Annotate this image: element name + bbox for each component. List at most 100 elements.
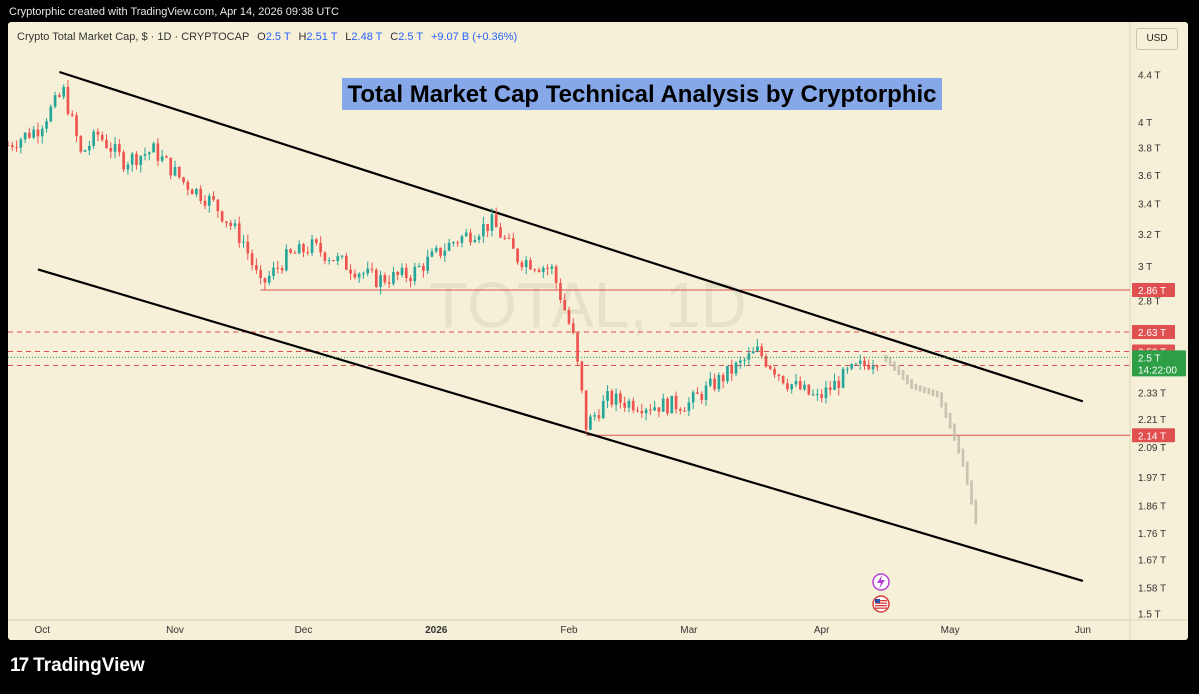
- tradingview-footer[interactable]: 17 TradingView: [10, 655, 145, 677]
- last-price-label: 2.5 T: [1138, 353, 1161, 364]
- candle-body: [96, 131, 100, 135]
- y-tick-label: 3 T: [1138, 262, 1152, 273]
- candle-body: [32, 129, 36, 138]
- candle-body: [186, 181, 190, 190]
- candle-body: [15, 147, 18, 149]
- candle-body: [790, 384, 794, 390]
- candle-body: [66, 86, 70, 115]
- candle-body: [353, 273, 357, 278]
- candle-body: [824, 387, 828, 399]
- x-tick-label: Jun: [1075, 625, 1091, 636]
- lightning-icon: [872, 573, 890, 591]
- candle-body: [379, 275, 382, 287]
- candle-body: [657, 407, 661, 412]
- price-chart[interactable]: TOTAL, 1D 4.4 T 4 T 3.8 T 3.6 T 3.4 T 3.2 T 3 T…: [8, 22, 1188, 640]
- candle-body: [349, 269, 352, 274]
- candle-body: [691, 392, 695, 403]
- level-label: 2.14 T: [1138, 431, 1166, 442]
- candle-body: [229, 222, 233, 226]
- candle-body: [430, 251, 434, 257]
- candle-body: [182, 177, 185, 182]
- candle-body: [811, 394, 815, 396]
- candle-body: [332, 260, 335, 262]
- candle-body: [567, 310, 571, 324]
- candle-body: [400, 267, 404, 275]
- candle-body: [773, 368, 776, 375]
- candle-body: [374, 269, 378, 287]
- candle-body: [362, 273, 365, 275]
- candle-body: [464, 232, 468, 237]
- candle-body: [246, 241, 250, 254]
- candle-body: [704, 385, 708, 400]
- y-tick-label: 2.33 T: [1138, 389, 1166, 400]
- candle-body: [130, 153, 134, 165]
- projection-bar: [957, 435, 961, 454]
- candle-body: [516, 248, 519, 263]
- currency-button[interactable]: USD: [1136, 28, 1178, 50]
- high-value: 2.51 T: [306, 31, 338, 43]
- candle-body: [726, 365, 729, 382]
- candle-body: [623, 402, 626, 408]
- candle-body: [135, 153, 138, 166]
- candle-body: [871, 366, 875, 370]
- candle-body: [798, 380, 802, 390]
- level-label: 2.86 T: [1138, 286, 1166, 297]
- chart-panel[interactable]: TOTAL, 1D 4.4 T 4 T 3.8 T 3.6 T 3.4 T 3.2 T 3 T…: [8, 22, 1188, 640]
- us-flag-icon: [872, 595, 890, 613]
- projection-bar: [923, 386, 926, 394]
- y-tick-label: 3.2 T: [1138, 230, 1161, 241]
- candle-body: [443, 250, 447, 256]
- last-price-label-bg: [1132, 350, 1186, 377]
- candle-body: [700, 393, 704, 400]
- projection-bar: [905, 374, 909, 385]
- y-tick-label: 1.67 T: [1138, 556, 1166, 567]
- candle-body: [627, 400, 631, 408]
- candle-body: [743, 359, 746, 361]
- candle-body: [75, 115, 78, 137]
- candle-body: [336, 256, 340, 262]
- high-label: H: [298, 31, 307, 43]
- candle-body: [263, 278, 267, 283]
- candle-body: [571, 323, 575, 333]
- candle-body: [58, 95, 61, 97]
- candle-body: [100, 134, 104, 140]
- candle-body: [708, 378, 712, 386]
- candle-body: [670, 395, 674, 414]
- candle-body: [88, 145, 91, 151]
- candle-body: [293, 252, 297, 254]
- candle-body: [315, 239, 318, 243]
- level-label-bg: [1132, 325, 1175, 340]
- candle-body: [610, 391, 614, 405]
- candle-body: [777, 374, 781, 376]
- candle-body: [302, 244, 305, 253]
- candle-body: [644, 409, 648, 414]
- candle-body: [344, 255, 348, 270]
- x-tick-label: Oct: [34, 625, 50, 636]
- candle-body: [619, 393, 622, 403]
- projection-bar: [935, 390, 939, 398]
- candle-body: [366, 268, 370, 274]
- low-value: 2.48 T: [351, 31, 383, 43]
- candle-body: [631, 400, 635, 411]
- candle-body: [760, 346, 764, 357]
- y-tick-label: 2.09 T: [1138, 443, 1166, 454]
- candle-body: [679, 409, 682, 411]
- candle-body: [837, 380, 841, 388]
- level-label: 2.63 T: [1138, 328, 1166, 339]
- candle-body: [422, 265, 425, 271]
- candle-body: [486, 224, 489, 231]
- candle-body: [494, 214, 498, 228]
- candle-body: [499, 227, 502, 238]
- candle-body: [546, 268, 549, 270]
- candle-body: [327, 260, 331, 262]
- candle-body: [173, 166, 177, 176]
- candle-body: [216, 199, 220, 212]
- candle-body: [580, 361, 584, 391]
- candle-body: [23, 132, 27, 140]
- projection-bar: [884, 354, 888, 362]
- tradingview-logo-icon: 17: [10, 655, 29, 676]
- candle-body: [482, 224, 485, 237]
- candle-body: [19, 139, 23, 148]
- candle-body: [649, 409, 652, 411]
- candle-body: [816, 394, 819, 396]
